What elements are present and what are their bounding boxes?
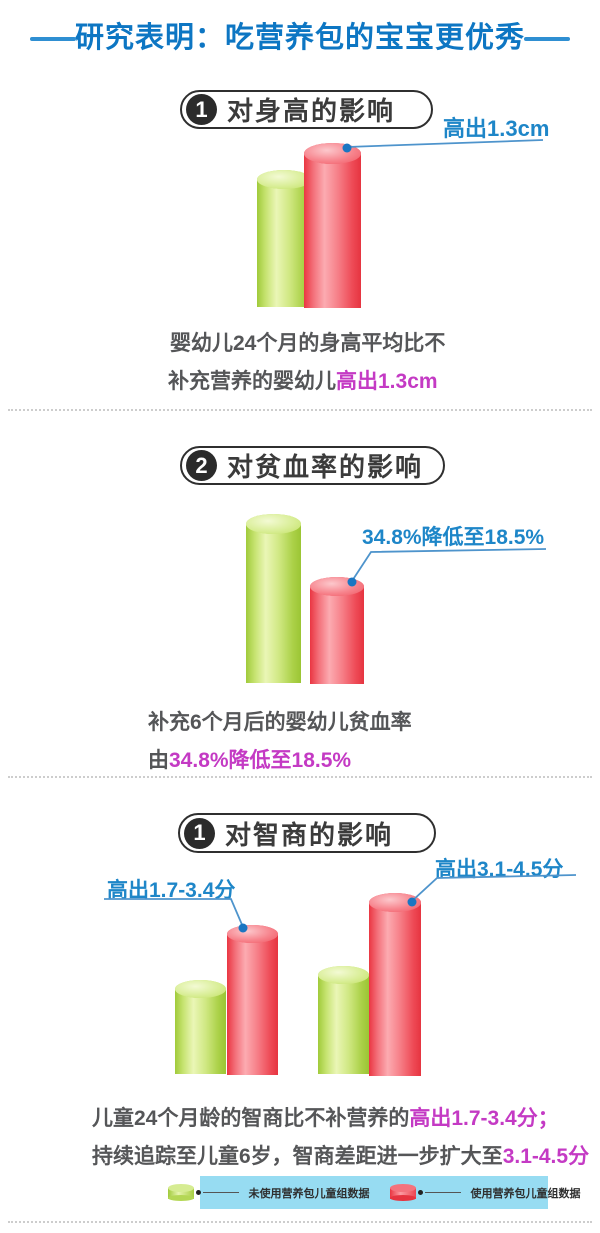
legend-line	[202, 1192, 239, 1193]
caption-highlight: 3.1-4.5分	[502, 1145, 590, 1168]
section2-callout: 34.8%降低至18.5%	[362, 526, 545, 549]
legend-dot	[195, 1190, 201, 1195]
leader-line-anemia	[351, 548, 547, 582]
section3-caption-line1: 儿童24个月龄的智商比不补营养的高出1.7-3.4分；	[92, 1106, 559, 1131]
caption-highlight: 34.8%降低至18.5%	[169, 749, 352, 772]
caption-text: 持续追踪至儿童6岁，智商差距进一步扩大至	[92, 1145, 503, 1168]
section3-callout-left: 高出1.7-3.4分	[107, 879, 236, 902]
section2-heading: 对贫血率的影响	[227, 452, 424, 482]
section3-header: 1 对智商的影响	[178, 813, 436, 853]
section1-caption-line2: 补充营养的婴幼儿高出1.3cm	[168, 369, 438, 394]
section3-caption-line2: 持续追踪至儿童6岁，智商差距进一步扩大至3.1-4.5分	[92, 1144, 589, 1169]
green-cylinder-bar	[257, 170, 311, 316]
page-title: 研究表明：吃营养包的宝宝更优秀	[74, 22, 525, 54]
section2-caption-line1: 补充6个月后的婴幼儿贫血率	[148, 710, 412, 735]
section1-callout: 高出1.3cm	[443, 116, 550, 141]
legend: 未使用营养包儿童组数据 使用营养包儿童组数据	[167, 1176, 581, 1209]
section2-caption-line2: 由34.8%降低至18.5%	[148, 748, 351, 773]
red-cylinder-icon	[389, 1184, 416, 1201]
section3-callout-right: 高出3.1-4.5分	[435, 858, 564, 881]
legend-dot	[417, 1190, 423, 1195]
divider-bottom	[8, 1221, 592, 1223]
caption-highlight: 高出1.3cm	[336, 370, 438, 393]
section3-heading: 对智商的影响	[225, 819, 394, 850]
divider-1	[8, 409, 592, 411]
caption-text: 由	[148, 749, 169, 772]
section1-caption-line1: 婴幼儿24个月的身高平均比不	[170, 331, 445, 356]
title-dash-right	[524, 37, 570, 41]
caption-highlight: 高出1.7-3.4分；	[409, 1107, 559, 1130]
legend-line	[424, 1192, 461, 1193]
section1-number-badge: 1	[186, 94, 217, 125]
green-cylinder-bar	[175, 980, 226, 1083]
caption-text: 儿童24个月龄的智商比不补营养的	[92, 1107, 410, 1130]
legend-item-with-pack: 使用营养包儿童组数据	[389, 1184, 581, 1201]
section2-header: 2 对贫血率的影响	[180, 446, 445, 485]
green-cylinder-bar	[246, 514, 301, 693]
red-cylinder-bar	[304, 143, 361, 318]
green-cylinder-bar	[318, 966, 369, 1083]
red-cylinder-bar	[369, 893, 421, 1085]
caption-text: 婴幼儿24个月的身高平均比不	[170, 332, 446, 355]
section1-header: 1 对身高的影响	[180, 90, 433, 129]
section1-heading: 对身高的影响	[227, 96, 396, 126]
legend-item-no-pack: 未使用营养包儿童组数据	[167, 1184, 370, 1201]
section2-number-badge: 2	[186, 450, 217, 481]
legend-label: 未使用营养包儿童组数据	[248, 1187, 370, 1200]
title-dash-left	[30, 37, 76, 41]
caption-text: 补充营养的婴幼儿	[168, 370, 336, 393]
caption-text: 补充6个月后的婴幼儿贫血率	[148, 711, 412, 734]
red-cylinder-bar	[310, 577, 364, 693]
legend-label: 使用营养包儿童组数据	[470, 1187, 581, 1200]
green-cylinder-icon	[167, 1184, 194, 1201]
red-cylinder-bar	[227, 925, 278, 1084]
divider-2	[8, 776, 592, 778]
section3-number-badge: 1	[184, 817, 215, 849]
